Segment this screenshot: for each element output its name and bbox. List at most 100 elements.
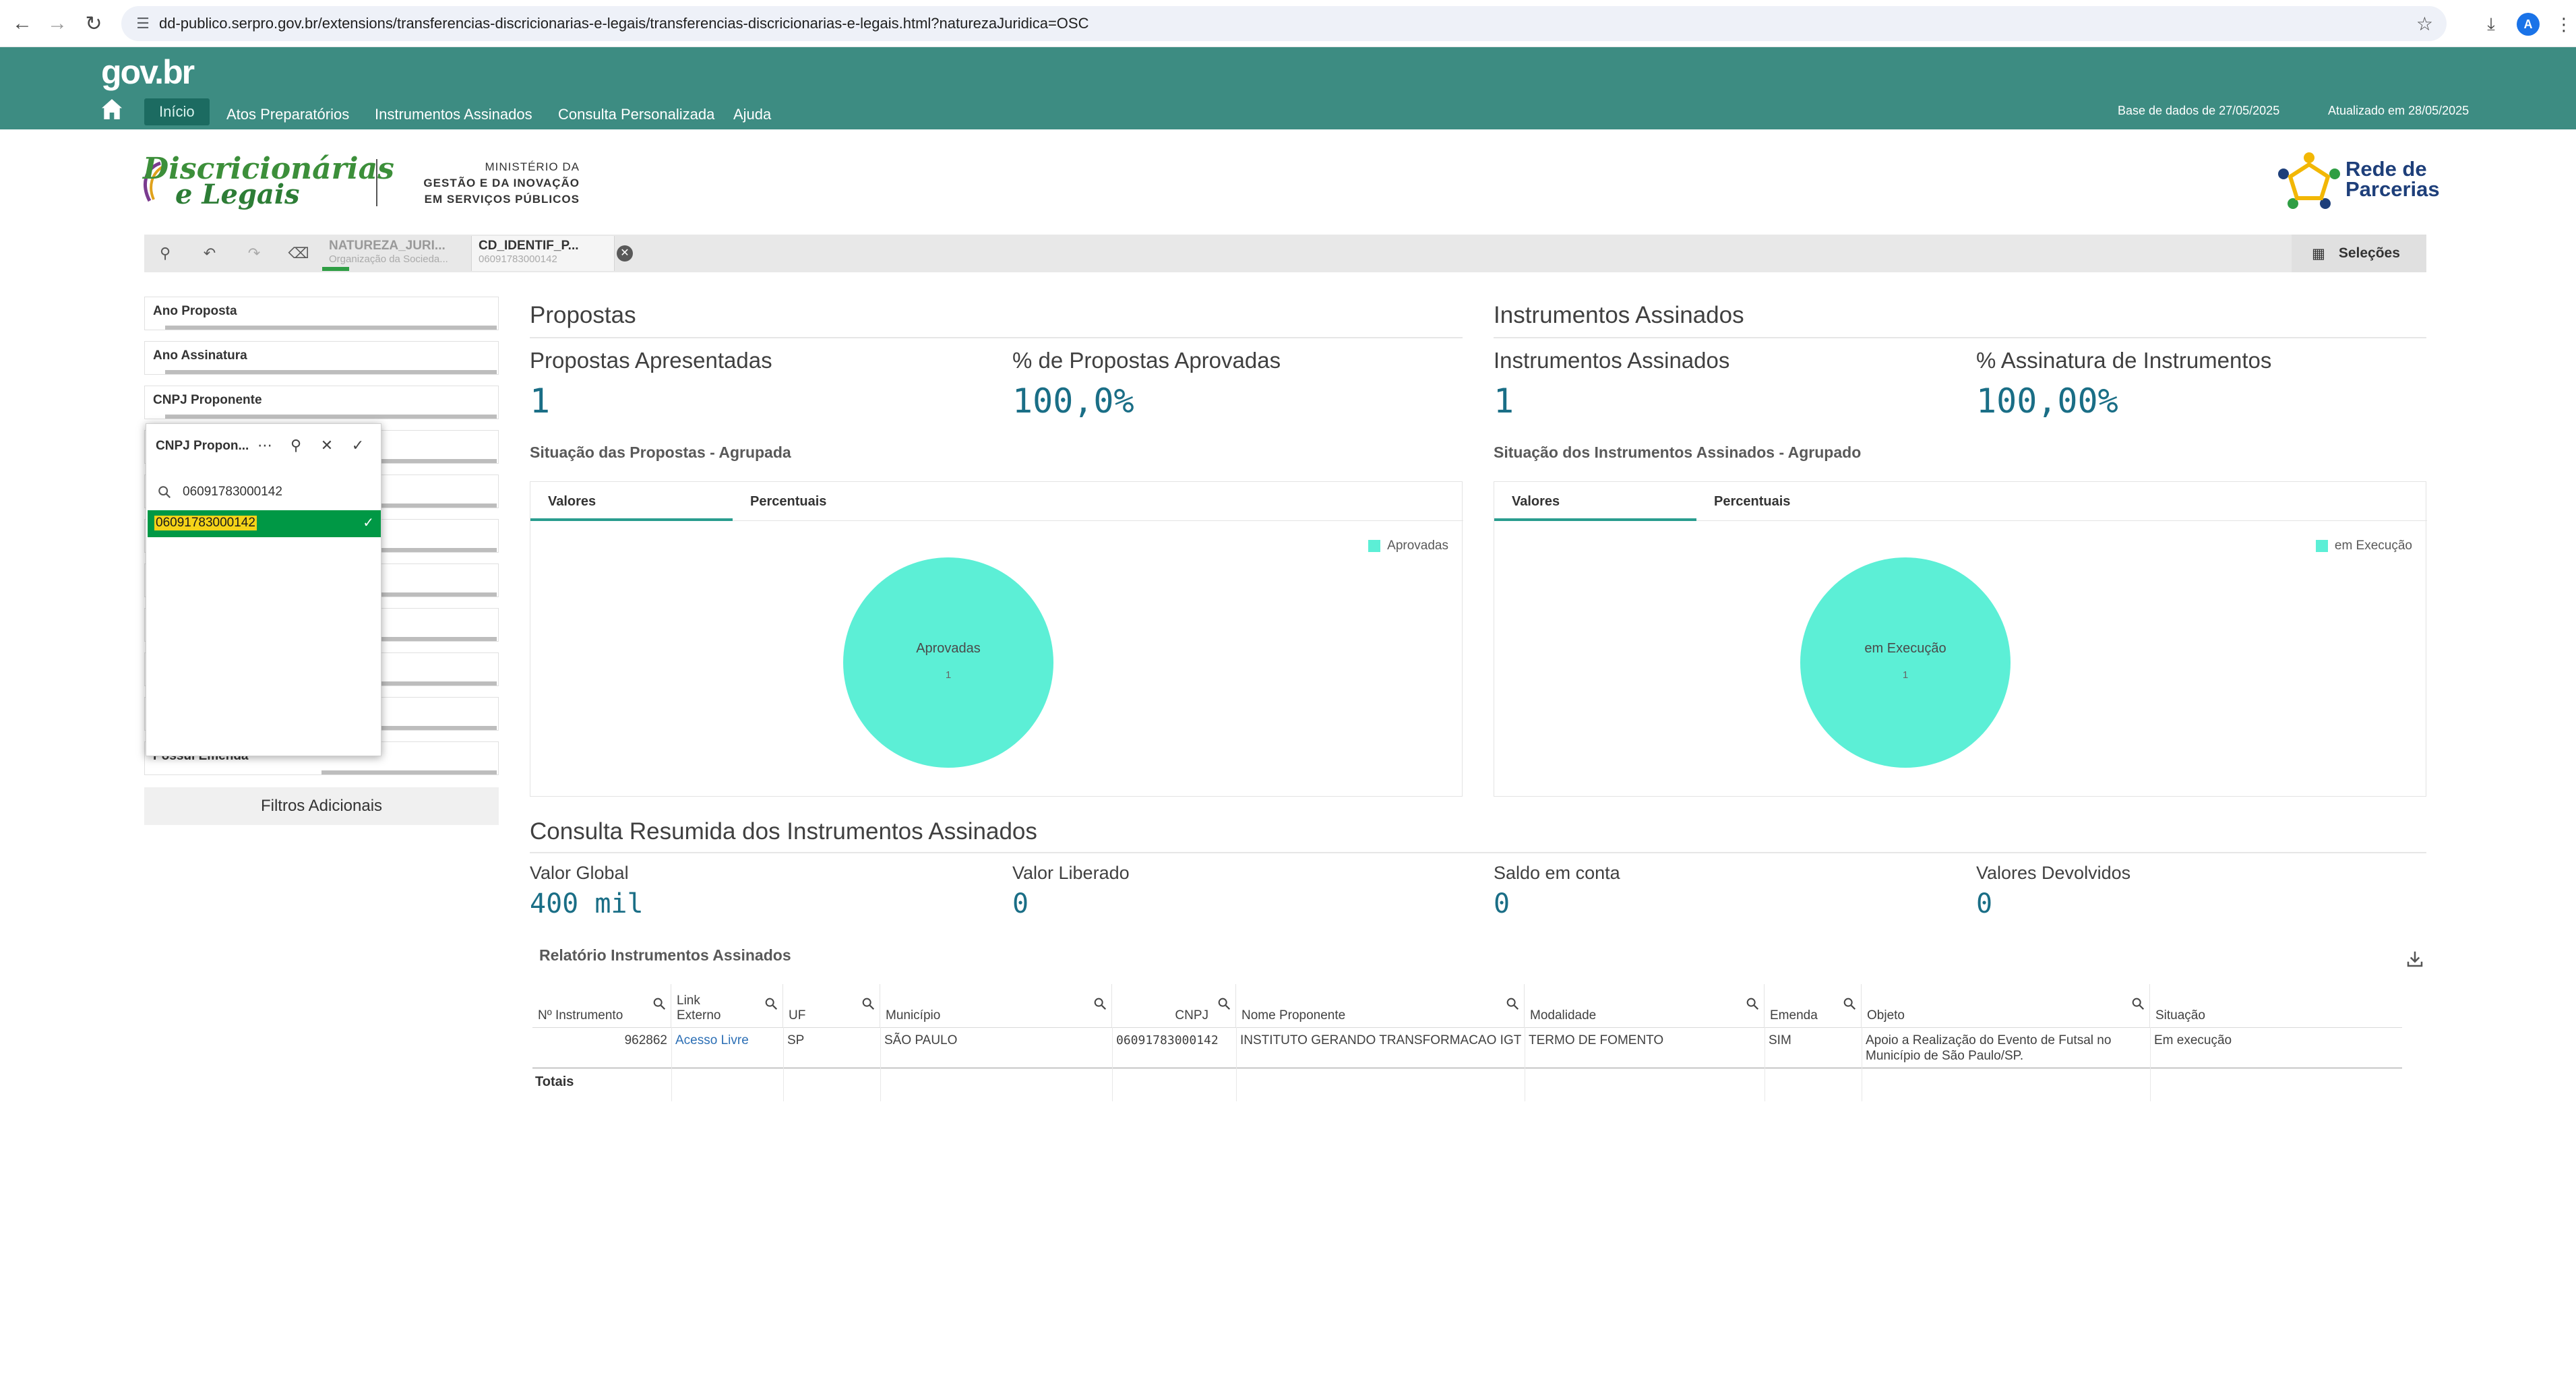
col-header-link[interactable]: Link Externo — [671, 984, 783, 1027]
tab-propostas-percentuais[interactable]: Percentuais — [733, 482, 935, 521]
smart-search-icon[interactable]: ⚲ — [159, 245, 171, 262]
cell-municipio: SÃO PAULO — [884, 1033, 958, 1047]
pie-slice-em-execucao[interactable] — [1800, 557, 2011, 768]
col-divider — [2150, 1027, 2151, 1101]
site-settings-icon[interactable]: ☰ — [136, 15, 150, 32]
filter-ano-assinatura-bar — [165, 370, 497, 374]
cancel-selection-icon[interactable]: ✕ — [320, 437, 334, 454]
brand-swoosh-icon — [143, 161, 165, 202]
valor-global-label: Valor Global — [530, 863, 629, 883]
pie-label-em-execucao: em Execução — [1864, 641, 1946, 656]
instrumentos-assinados-value: 1 — [1494, 382, 1514, 421]
situacao-propostas-title: Situação das Propostas - Agrupada — [530, 444, 791, 461]
cell-modalidade: TERMO DE FOMENTO — [1529, 1033, 1664, 1047]
valores-devolvidos-label: Valores Devolvidos — [1976, 863, 2131, 883]
col-divider — [880, 1027, 881, 1101]
forward-icon[interactable]: → — [47, 12, 67, 34]
propostas-rule — [530, 337, 1463, 338]
search-icon[interactable] — [764, 996, 778, 1011]
brand-title-line1: Discricionárias — [143, 152, 394, 186]
instrumentos-chart: Valores Percentuais em Execução em Execu… — [1494, 481, 2427, 797]
selecoes-button[interactable]: ▦ Seleções — [2292, 235, 2426, 272]
search-icon — [158, 486, 171, 499]
search-icon[interactable] — [1745, 996, 1760, 1011]
export-download-icon[interactable] — [2405, 949, 2425, 969]
govbr-logo[interactable]: gov.br — [101, 53, 195, 91]
search-icon[interactable] — [1505, 996, 1520, 1011]
step-forward-icon[interactable]: ↷ — [247, 245, 261, 262]
listbox-search-tool-icon[interactable]: ⚲ — [290, 437, 302, 454]
menu-ajuda[interactable]: Ajuda — [733, 106, 772, 123]
url-text[interactable]: dd-publico.serpro.gov.br/extensions/tran… — [159, 15, 1089, 32]
search-icon[interactable] — [861, 996, 876, 1011]
menu-consulta-personalizada[interactable]: Consulta Personalizada — [558, 106, 715, 123]
filter-ano-assinatura[interactable]: Ano Assinatura — [144, 341, 499, 375]
listbox-search-input[interactable]: 06091783000142 — [153, 479, 375, 506]
col-proponente-label: Nome Proponente — [1241, 1008, 1346, 1023]
address-bar[interactable]: ☰ dd-publico.serpro.gov.br/extensions/tr… — [121, 6, 2447, 41]
step-back-icon[interactable]: ↶ — [203, 245, 216, 262]
clear-selections-icon[interactable]: ⌫ — [288, 245, 309, 262]
instrumentos-legend[interactable]: em Execução — [2315, 539, 2412, 553]
col-header-numero[interactable]: Nº Instrumento — [532, 984, 671, 1027]
legend-em-execucao: em Execução — [2334, 539, 2412, 553]
filter-ano-assinatura-label: Ano Assinatura — [153, 348, 247, 363]
cnpj-listbox-popover: CNPJ Propon... ⋯ ⚲ ✕ ✓ 06091783000142 06… — [146, 423, 381, 756]
pie-value-em-execucao: 1 — [1902, 669, 1909, 681]
filtros-adicionais-button[interactable]: Filtros Adicionais — [144, 787, 499, 825]
menu-atos-preparatorios[interactable]: Atos Preparatórios — [226, 106, 350, 123]
col-header-objeto[interactable]: Objeto — [1862, 984, 2150, 1027]
col-header-municipio[interactable]: Município — [880, 984, 1112, 1027]
back-icon[interactable]: ← — [12, 12, 32, 34]
bookmark-star-icon[interactable]: ☆ — [2416, 13, 2433, 34]
browser-menu-icon[interactable]: ⋮ — [2555, 13, 2573, 34]
filter-ano-proposta[interactable]: Ano Proposta — [144, 297, 499, 330]
tab-propostas-valores[interactable]: Valores — [530, 482, 733, 521]
col-header-modalidade[interactable]: Modalidade — [1525, 984, 1765, 1027]
col-cnpj-label: CNPJ — [1175, 1008, 1208, 1023]
pie-label-aprovadas: Aprovadas — [916, 641, 981, 656]
reload-icon[interactable]: ↻ — [85, 12, 102, 35]
tab-instrumentos-valores[interactable]: Valores — [1494, 482, 1696, 521]
ministry-line2: GESTÃO E DA INOVAÇÃO — [423, 177, 580, 189]
search-icon[interactable] — [1093, 996, 1107, 1011]
propostas-aprovadas-pct-label: % de Propostas Aprovadas — [1012, 348, 1281, 373]
col-header-uf[interactable]: UF — [783, 984, 880, 1027]
filter-cnpj-proponente[interactable]: CNPJ Proponente — [144, 386, 499, 419]
profile-avatar[interactable]: A — [2517, 13, 2540, 36]
col-header-cnpj[interactable]: CNPJ — [1112, 984, 1236, 1027]
col-uf-label: UF — [789, 1008, 806, 1023]
propostas-apresentadas-value: 1 — [530, 382, 551, 421]
pie-slice-aprovadas[interactable] — [843, 557, 1053, 768]
confirm-selection-icon[interactable]: ✓ — [351, 437, 365, 454]
check-icon: ✓ — [363, 516, 374, 530]
search-icon[interactable] — [1217, 996, 1231, 1011]
rede-parcerias-logo: Rede de Parcerias — [2345, 158, 2440, 200]
home-icon[interactable] — [98, 96, 125, 123]
col-header-proponente[interactable]: Nome Proponente — [1236, 984, 1525, 1027]
col-header-situacao[interactable]: Situação — [2150, 984, 2402, 1027]
chip-natureza-title: NATUREZA_JURI... — [329, 239, 446, 253]
search-icon[interactable] — [2130, 996, 2145, 1011]
valores-devolvidos-value: 0 — [1976, 888, 1993, 919]
menu-inicio[interactable]: Início — [144, 98, 210, 125]
col-header-emenda[interactable]: Emenda — [1765, 984, 1862, 1027]
listbox-search-text[interactable]: 06091783000142 — [183, 485, 282, 499]
assinatura-pct-label: % Assinatura de Instrumentos — [1976, 348, 2272, 373]
selection-chip-cnpj[interactable]: CD_IDENTIF_P... 06091783000142 ✕ — [472, 236, 633, 271]
menu-instrumentos-assinados[interactable]: Instrumentos Assinados — [375, 106, 532, 123]
propostas-legend[interactable]: Aprovadas — [1368, 539, 1448, 553]
more-options-icon[interactable]: ⋯ — [257, 437, 272, 454]
search-icon[interactable] — [652, 996, 667, 1011]
cell-link-acesso-livre[interactable]: Acesso Livre — [675, 1033, 749, 1047]
selection-chip-natureza[interactable]: NATUREZA_JURI... Organização da Socieda.… — [322, 236, 472, 271]
listbox-selected-row[interactable]: 06091783000142 ✓ — [148, 510, 381, 537]
consulta-rule — [530, 852, 2426, 853]
tab-spacer — [935, 482, 1463, 521]
search-icon[interactable] — [1842, 996, 1857, 1011]
download-icon[interactable]: ⤓ — [2487, 13, 2495, 34]
valor-liberado-label: Valor Liberado — [1012, 863, 1130, 883]
tab-instrumentos-percentuais[interactable]: Percentuais — [1696, 482, 1899, 521]
chip-cnpj-close-icon[interactable]: ✕ — [617, 245, 633, 262]
col-divider — [671, 1027, 672, 1101]
